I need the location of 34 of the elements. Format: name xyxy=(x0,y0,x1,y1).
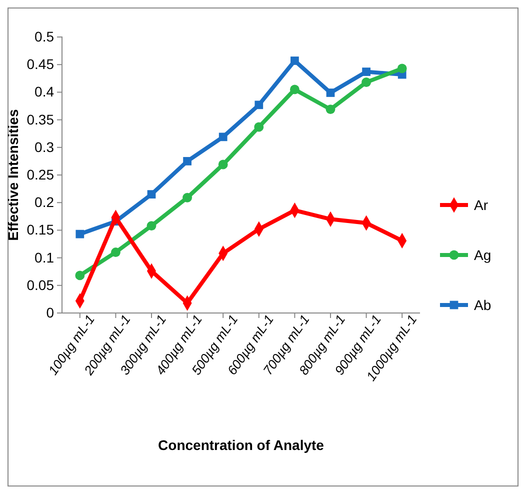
point xyxy=(254,122,264,132)
legend-label: Ar xyxy=(474,197,488,213)
point xyxy=(76,230,84,238)
y-tick-label: 0.05 xyxy=(26,276,54,293)
point xyxy=(397,64,407,74)
y-tick-label: 0.2 xyxy=(34,194,54,210)
y-tick-label: 0.45 xyxy=(26,56,54,72)
y-tick-label: 0.5 xyxy=(34,28,54,44)
x-axis-title: Concentration of Analyte xyxy=(158,437,324,453)
point xyxy=(254,100,264,110)
y-tick-label: 0.25 xyxy=(26,166,54,182)
point xyxy=(326,104,336,114)
point xyxy=(147,190,156,199)
point xyxy=(110,248,120,257)
y-tick-label: 0.4 xyxy=(34,84,54,100)
point xyxy=(218,160,228,170)
point xyxy=(146,221,156,230)
point xyxy=(290,56,299,65)
point xyxy=(75,270,85,280)
point xyxy=(326,88,335,97)
legend-label: Ab xyxy=(474,297,492,313)
y-tick-label: 0.3 xyxy=(34,138,54,155)
point xyxy=(290,84,300,94)
y-axis-title: Effective Intensities xyxy=(5,109,21,241)
point xyxy=(362,78,372,87)
point xyxy=(182,192,192,202)
y-tick-label: 0.35 xyxy=(26,111,54,128)
y-tick-label: 0 xyxy=(46,304,54,320)
y-tick-label: 0.15 xyxy=(26,222,54,238)
point xyxy=(183,157,192,166)
legend-label: Ag xyxy=(474,247,492,263)
y-tick-label: 0.1 xyxy=(34,249,54,266)
point xyxy=(218,132,228,142)
point xyxy=(362,68,370,76)
